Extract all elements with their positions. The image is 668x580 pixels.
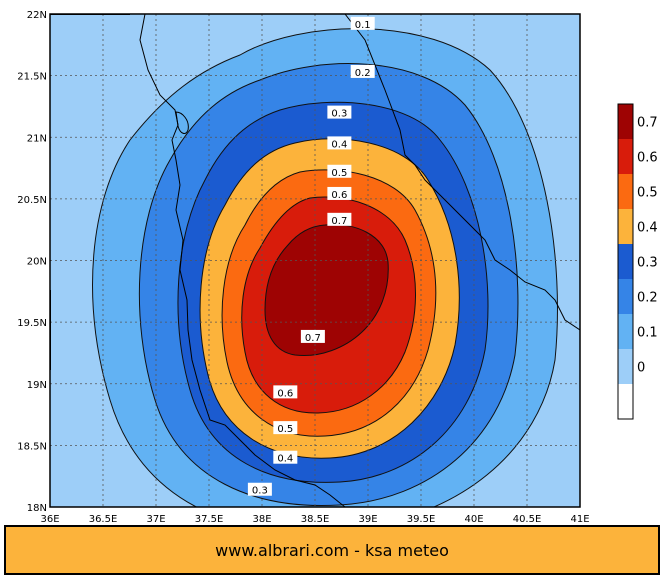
- contour-label: 0.4: [273, 450, 298, 465]
- contour-label-bg: [273, 385, 298, 399]
- contour-label-bg: [327, 164, 352, 178]
- legend-label: 0.1: [637, 326, 658, 341]
- legend-label: 0.7: [637, 116, 658, 131]
- legend-swatch: [618, 209, 633, 244]
- legend-label: 0: [637, 361, 645, 376]
- legend-swatch: [618, 104, 633, 139]
- contour-label-bg: [327, 136, 352, 150]
- contour-label: 0.6: [327, 186, 352, 201]
- x-tick-label: 36E: [40, 514, 59, 525]
- x-tick-label: 38.5E: [301, 514, 330, 525]
- contour-label-text: 0.7: [331, 216, 347, 227]
- contour-label: 0.3: [327, 105, 352, 120]
- contour-label: 0.5: [273, 421, 298, 435]
- legend-swatch: [618, 279, 633, 314]
- contour-label-bg: [350, 16, 375, 30]
- contour-line-0.2: [138, 63, 519, 507]
- grid-lines: [50, 14, 580, 507]
- legend-label: 0.2: [637, 291, 658, 306]
- x-axis-ticks: 36E 36.5E 37E 37.5E 38E 38.5E 39E 39.5E 40E 40.5E…: [40, 514, 589, 525]
- contour-label-bg: [273, 421, 298, 435]
- contour-labels: 0.1 0.2 0.3 0.4 0.5 0.6 0.7 0.7 0.6 0.5 0.4 0.3: [247, 16, 375, 497]
- contour-lines: [92, 28, 558, 507]
- legend-label: 0.3: [637, 256, 658, 271]
- contour-label: 0.5: [327, 164, 352, 179]
- x-tick-label: 40E: [464, 514, 483, 525]
- contour-label: 0.3: [247, 482, 272, 497]
- contour-line-0.7: [264, 224, 389, 357]
- contour-label-text: 0.7: [305, 333, 321, 344]
- contour-label-bg: [300, 329, 325, 343]
- contour-label: 0.7: [327, 212, 352, 227]
- legend-swatch: [618, 174, 633, 209]
- x-tick-label: 37.5E: [195, 514, 224, 525]
- contour-label-bg: [327, 105, 352, 119]
- contour-line-0.6: [241, 196, 416, 414]
- y-tick-label: 20N: [27, 257, 47, 268]
- contour-label: 0.2: [350, 64, 375, 79]
- coastline-east: [344, 14, 580, 331]
- legend-swatch: [618, 314, 633, 349]
- contour-line-0.3: [177, 101, 489, 483]
- y-tick-label: 22N: [27, 10, 47, 21]
- weather-map: 0.1 0.2 0.3 0.4 0.5 0.6 0.7 0.7 0.6 0.5 0.4 0.3 36E…: [17, 10, 658, 525]
- y-tick-label: 19.5N: [17, 318, 47, 329]
- legend-swatch: [618, 384, 633, 419]
- x-tick-label: 39.5E: [407, 514, 436, 525]
- contour-label-text: 0.3: [252, 486, 268, 497]
- color-legend: 0 0.1 0.2 0.3 0.4 0.5 0.6 0.7: [617, 103, 658, 420]
- contour-label-bg: [247, 482, 272, 496]
- contour-label-text: 0.6: [331, 190, 347, 201]
- legend-swatch: [618, 139, 633, 174]
- coastline: [50, 14, 580, 507]
- y-axis-ticks: 18N 18.5N 19N 19.5N 20N 20.5N 21N 21.5N 22N: [17, 10, 47, 514]
- y-tick-label: 21.5N: [17, 72, 47, 83]
- coastline-inlet: [175, 111, 189, 134]
- plot-frame: [49, 13, 581, 508]
- contour-label-text: 0.5: [277, 424, 293, 435]
- footer-text: www.albrari.com - ksa meteo: [215, 540, 449, 560]
- contour-label-bg: [273, 450, 298, 464]
- legend-swatch: [618, 349, 633, 384]
- contour-line-0.4: [199, 138, 460, 459]
- legend-label: 0.6: [637, 151, 658, 166]
- contour-label-bg: [327, 186, 352, 200]
- contour-label-text: 0.2: [355, 68, 371, 79]
- x-tick-label: 38E: [252, 514, 271, 525]
- contour-line-0.1: [92, 28, 558, 507]
- legend-border: [617, 103, 634, 420]
- contour-label-text: 0.6: [277, 388, 293, 399]
- legend-swatch: [618, 244, 633, 279]
- legend-label: 0.4: [637, 221, 658, 236]
- y-tick-label: 18.5N: [17, 441, 47, 452]
- contour-label-text: 0.4: [277, 454, 293, 465]
- x-tick-label: 36.5E: [89, 514, 118, 525]
- x-tick-label: 39E: [358, 514, 377, 525]
- contour-label: 0.1: [350, 16, 375, 31]
- contour-line-0.5: [221, 169, 437, 437]
- x-tick-label: 37E: [146, 514, 165, 525]
- band-0.7: [265, 224, 389, 356]
- contour-label: 0.6: [273, 385, 298, 399]
- legend-label: 0.5: [637, 186, 658, 201]
- contour-label-bg: [327, 212, 352, 226]
- x-tick-label: 41E: [570, 514, 589, 525]
- footer-banner: www.albrari.com - ksa meteo: [4, 525, 660, 575]
- contour-label-text: 0.1: [355, 20, 371, 31]
- contour-label-text: 0.5: [331, 168, 347, 179]
- y-tick-label: 20.5N: [17, 195, 47, 206]
- contour-label-bg: [350, 64, 375, 78]
- contour-label: 0.4: [327, 136, 352, 150]
- y-tick-label: 21N: [27, 133, 47, 144]
- coastline-west: [139, 14, 346, 507]
- y-tick-label: 18N: [27, 503, 47, 514]
- contour-label: 0.7: [300, 329, 325, 344]
- contour-label-text: 0.4: [331, 139, 347, 150]
- x-tick-label: 40.5E: [513, 514, 542, 525]
- contour-label-text: 0.3: [331, 109, 347, 120]
- y-tick-label: 19N: [27, 380, 47, 391]
